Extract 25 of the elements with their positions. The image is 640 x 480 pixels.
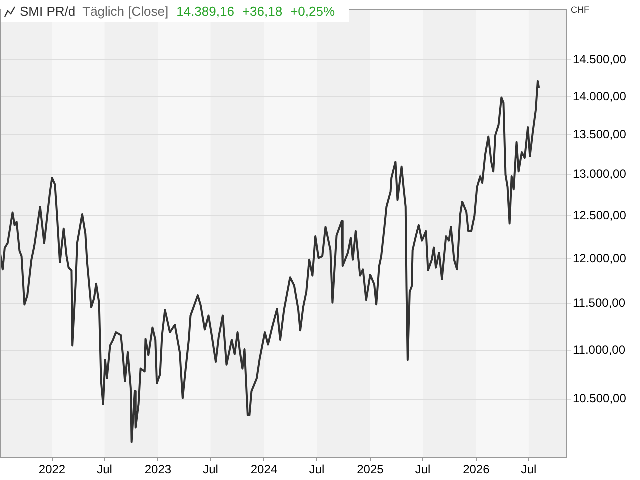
y-tick-label: 10.500,00 [573, 392, 627, 406]
x-tick-label: 2026 [463, 462, 490, 477]
y-tick-label: 13.000,00 [573, 167, 627, 182]
y-tick-label: 12.500,00 [573, 208, 627, 222]
y-tick-label: 13.500,00 [573, 128, 627, 142]
x-tick-label: Jul [97, 462, 112, 477]
x-tick-label: Jul [415, 462, 431, 477]
x-tick-label: 2025 [357, 462, 384, 477]
y-tick-label: 11.000,00 [573, 342, 626, 357]
annotation: +36,18 [242, 4, 283, 19]
y-tick-label: 12.000,00 [573, 251, 627, 266]
x-tick-label: 2023 [144, 462, 172, 477]
x-tick-label: Jul [203, 462, 218, 477]
annotation: 14.389,16 [176, 4, 234, 19]
x-tick-label: Jul [521, 462, 537, 477]
x-tick-label: 2022 [38, 462, 66, 477]
y-axis-title: CHF [571, 4, 590, 15]
annotation: +0,25% [290, 4, 336, 19]
y-tick-label: 14.500,00 [573, 52, 627, 66]
chart-title: SMI PR/d [20, 4, 76, 19]
x-tick-label: Jul [309, 462, 325, 477]
chart-subtitle: Täglich [Close] [82, 4, 169, 19]
y-tick-label: 11.500,00 [573, 296, 626, 310]
y-tick-label: 14.000,00 [573, 89, 627, 104]
x-tick-label: 2024 [250, 462, 278, 477]
